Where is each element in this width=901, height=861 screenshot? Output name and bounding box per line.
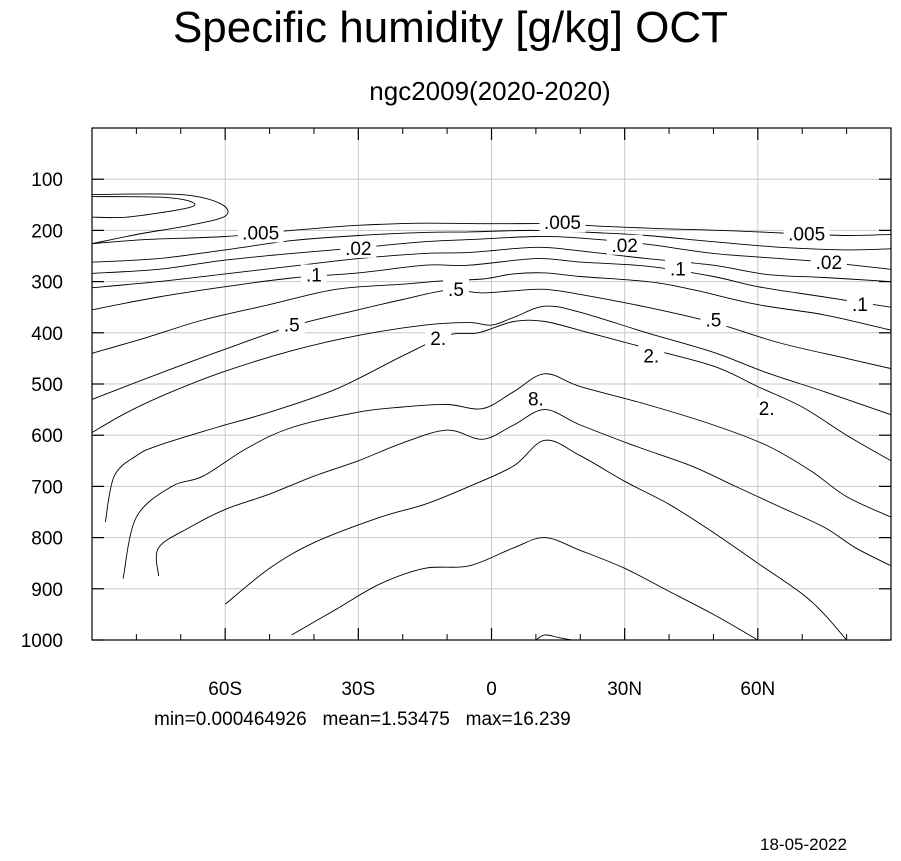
- chart-subtitle: ngc2009(2020-2020): [369, 76, 611, 106]
- contour-label-12: 2.: [430, 329, 446, 350]
- contour-line-6: [91, 258, 892, 311]
- contour-label-bg-2: [783, 223, 830, 244]
- contour-label-bg-6: [300, 264, 327, 285]
- contour-labels: .005 .005 .005 .02 .02 .02 .1 .1 .1 .5 .5 .5 2. 2. 2. 8…: [237, 212, 873, 420]
- contour-label-9: .5: [284, 316, 300, 337]
- chart-title: Specific humidity [g/kg] OCT: [172, 3, 729, 52]
- contour-label-2: .005: [788, 224, 825, 245]
- contour-label-5: .02: [816, 253, 842, 274]
- contour-label-bg-4: [606, 234, 643, 255]
- contour-label-bg-13: [638, 345, 665, 366]
- contour-label-bg-10: [442, 278, 469, 299]
- contour-label-bg-15: [522, 388, 549, 409]
- contour-line-1: [91, 193, 229, 245]
- contour-label-14: 2.: [759, 399, 775, 420]
- date-stamp: 18-05-2022: [760, 835, 847, 854]
- contour-label-3: .02: [345, 239, 371, 260]
- contour-label-bg-14: [753, 398, 780, 419]
- contour-label-bg-1: [539, 212, 586, 233]
- contour-label-11: .5: [706, 311, 722, 332]
- x-tick-label-4: 60N: [740, 679, 775, 700]
- contour-line-14: [291, 537, 759, 641]
- contour-label-0: .005: [242, 223, 279, 244]
- contour-label-bg-8: [846, 294, 873, 315]
- contour-label-bg-3: [340, 237, 377, 258]
- contour-label-4: .02: [611, 236, 637, 257]
- contour-line-5: [91, 246, 892, 289]
- contour-label-1: .005: [544, 213, 581, 234]
- y-tick-label-2: 300: [31, 273, 63, 294]
- contour-label-bg-9: [278, 314, 305, 335]
- contour-label-bg-5: [810, 252, 847, 273]
- contour-label-10: .5: [448, 280, 464, 301]
- y-tick-label-4: 500: [31, 375, 63, 396]
- contour-line-15: [535, 634, 572, 641]
- contour-line-7: [91, 272, 892, 354]
- contour-line-0: [91, 196, 196, 219]
- grid-lines: [92, 128, 891, 641]
- contour-line-8: [91, 288, 892, 400]
- y-tick-label-1: 200: [31, 221, 63, 242]
- y-tick-label-7: 800: [31, 529, 63, 550]
- contour-label-bg-12: [425, 327, 452, 348]
- contour-line-13: [224, 439, 847, 641]
- contour-label-7: .1: [670, 259, 686, 280]
- contour-label-bg-0: [237, 222, 284, 243]
- contour-label-bg-7: [664, 258, 691, 279]
- contour-line-12: [155, 409, 892, 577]
- y-tick-label-0: 100: [31, 170, 63, 191]
- contour-line-3: [91, 229, 892, 263]
- contour-label-6: .1: [306, 265, 322, 286]
- y-tick-label-9: 1000: [21, 631, 63, 652]
- contour-label-13: 2.: [643, 346, 659, 367]
- x-tick-label-1: 30S: [341, 679, 375, 700]
- axis-ticks: 100 200 300 400 500 600 700 800 900 1000 60S 30S 0 30…: [21, 128, 891, 700]
- contour-label-bg-11: [700, 309, 727, 330]
- y-tick-label-5: 600: [31, 426, 63, 447]
- contour-line-4: [91, 236, 892, 274]
- y-tick-label-6: 700: [31, 477, 63, 498]
- contour-line-11: [122, 373, 892, 579]
- contour-line-9: [91, 305, 892, 433]
- x-tick-label-0: 60S: [208, 679, 242, 700]
- y-tick-label-3: 400: [31, 324, 63, 345]
- y-tick-label-8: 900: [31, 580, 63, 601]
- contour-lines: [91, 193, 892, 641]
- contour-line-10: [104, 319, 892, 523]
- x-tick-label-2: 0: [486, 679, 497, 700]
- stats-summary: min=0.000464926 mean=1.53475 max=16.239: [154, 709, 571, 730]
- contour-label-15: 8.: [528, 389, 544, 410]
- contour-label-8: .1: [852, 295, 868, 316]
- x-tick-label-3: 30N: [607, 679, 642, 700]
